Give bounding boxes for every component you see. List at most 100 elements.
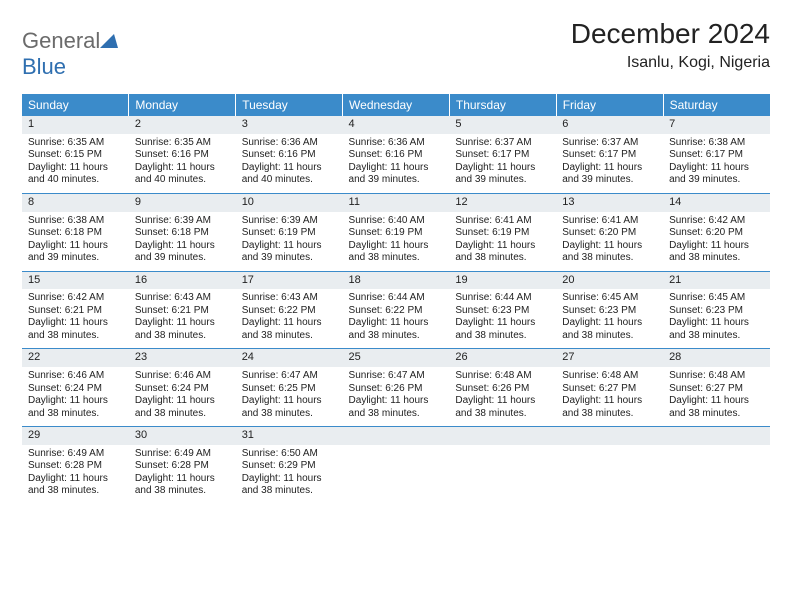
daylight-line2: and 40 minutes. [28,174,123,187]
daylight-line2: and 40 minutes. [135,174,230,187]
sunrise-line: Sunrise: 6:35 AM [28,137,123,150]
day-number: 23 [129,349,236,367]
day-body: Sunrise: 6:47 AMSunset: 6:26 PMDaylight:… [343,367,450,426]
page-header: GeneralBlue December 2024 Isanlu, Kogi, … [22,18,770,80]
sunset-line: Sunset: 6:16 PM [135,149,230,162]
daylight-line2: and 38 minutes. [28,408,123,421]
calendar-cell: 19Sunrise: 6:44 AMSunset: 6:23 PMDayligh… [449,271,556,349]
day-body: Sunrise: 6:38 AMSunset: 6:18 PMDaylight:… [22,212,129,271]
daylight-line2: and 39 minutes. [349,174,444,187]
daylight-line1: Daylight: 11 hours [669,240,764,253]
sunrise-line: Sunrise: 6:46 AM [135,370,230,383]
daylight-line2: and 38 minutes. [669,330,764,343]
sunrise-line: Sunrise: 6:47 AM [242,370,337,383]
calendar-cell: 12Sunrise: 6:41 AMSunset: 6:19 PMDayligh… [449,193,556,271]
sunset-line: Sunset: 6:26 PM [455,383,550,396]
sunrise-line: Sunrise: 6:45 AM [669,292,764,305]
daylight-line2: and 39 minutes. [669,174,764,187]
day-number: 3 [236,116,343,134]
sunrise-line: Sunrise: 6:50 AM [242,448,337,461]
calendar-cell: 17Sunrise: 6:43 AMSunset: 6:22 PMDayligh… [236,271,343,349]
day-body: Sunrise: 6:43 AMSunset: 6:22 PMDaylight:… [236,289,343,348]
daylight-line1: Daylight: 11 hours [28,317,123,330]
day-number: 22 [22,349,129,367]
day-body: Sunrise: 6:48 AMSunset: 6:26 PMDaylight:… [449,367,556,426]
day-body [556,445,663,503]
sunset-line: Sunset: 6:19 PM [455,227,550,240]
daylight-line1: Daylight: 11 hours [669,162,764,175]
day-number: 26 [449,349,556,367]
day-number: 12 [449,194,556,212]
sunrise-line: Sunrise: 6:35 AM [135,137,230,150]
daylight-line2: and 40 minutes. [242,174,337,187]
daylight-line2: and 38 minutes. [455,408,550,421]
sunrise-line: Sunrise: 6:38 AM [28,215,123,228]
daylight-line1: Daylight: 11 hours [349,162,444,175]
day-number: 29 [22,427,129,445]
sunrise-line: Sunrise: 6:48 AM [455,370,550,383]
daylight-line1: Daylight: 11 hours [669,395,764,408]
sunrise-line: Sunrise: 6:44 AM [349,292,444,305]
daylight-line1: Daylight: 11 hours [242,473,337,486]
brand-part2: Blue [22,54,66,79]
day-body: Sunrise: 6:46 AMSunset: 6:24 PMDaylight:… [22,367,129,426]
month-title: December 2024 [571,18,770,50]
day-body: Sunrise: 6:48 AMSunset: 6:27 PMDaylight:… [556,367,663,426]
day-number: 25 [343,349,450,367]
sunset-line: Sunset: 6:15 PM [28,149,123,162]
day-body: Sunrise: 6:45 AMSunset: 6:23 PMDaylight:… [556,289,663,348]
daylight-line1: Daylight: 11 hours [562,162,657,175]
daylight-line1: Daylight: 11 hours [349,395,444,408]
daylight-line2: and 38 minutes. [28,330,123,343]
sunrise-line: Sunrise: 6:39 AM [242,215,337,228]
day-number: 13 [556,194,663,212]
day-number: 16 [129,272,236,290]
daylight-line2: and 38 minutes. [28,485,123,498]
calendar-cell [556,427,663,504]
calendar-cell: 4Sunrise: 6:36 AMSunset: 6:16 PMDaylight… [343,116,450,193]
calendar-cell: 25Sunrise: 6:47 AMSunset: 6:26 PMDayligh… [343,349,450,427]
daylight-line1: Daylight: 11 hours [242,240,337,253]
sunset-line: Sunset: 6:23 PM [562,305,657,318]
day-number: 6 [556,116,663,134]
day-body [449,445,556,503]
day-body [343,445,450,503]
day-header: Saturday [663,94,770,116]
day-body: Sunrise: 6:45 AMSunset: 6:23 PMDaylight:… [663,289,770,348]
sunrise-line: Sunrise: 6:43 AM [242,292,337,305]
daylight-line1: Daylight: 11 hours [669,317,764,330]
day-number: 17 [236,272,343,290]
calendar-table: SundayMondayTuesdayWednesdayThursdayFrid… [22,94,770,504]
daylight-line1: Daylight: 11 hours [242,395,337,408]
daylight-line1: Daylight: 11 hours [135,240,230,253]
daylight-line2: and 38 minutes. [242,485,337,498]
daylight-line1: Daylight: 11 hours [349,317,444,330]
calendar-cell: 13Sunrise: 6:41 AMSunset: 6:20 PMDayligh… [556,193,663,271]
sunset-line: Sunset: 6:26 PM [349,383,444,396]
daylight-line1: Daylight: 11 hours [455,162,550,175]
sunset-line: Sunset: 6:20 PM [562,227,657,240]
daylight-line1: Daylight: 11 hours [28,473,123,486]
day-number [449,427,556,445]
sunrise-line: Sunrise: 6:46 AM [28,370,123,383]
calendar-cell [449,427,556,504]
day-body [663,445,770,503]
calendar-cell: 31Sunrise: 6:50 AMSunset: 6:29 PMDayligh… [236,427,343,504]
sunset-line: Sunset: 6:23 PM [455,305,550,318]
day-body: Sunrise: 6:49 AMSunset: 6:28 PMDaylight:… [129,445,236,504]
sunset-line: Sunset: 6:19 PM [242,227,337,240]
daylight-line2: and 38 minutes. [562,408,657,421]
calendar-cell: 16Sunrise: 6:43 AMSunset: 6:21 PMDayligh… [129,271,236,349]
calendar-row: 29Sunrise: 6:49 AMSunset: 6:28 PMDayligh… [22,427,770,504]
brand-text: GeneralBlue [22,28,118,80]
day-number: 19 [449,272,556,290]
sunrise-line: Sunrise: 6:47 AM [349,370,444,383]
day-number: 1 [22,116,129,134]
sunset-line: Sunset: 6:29 PM [242,460,337,473]
sunrise-line: Sunrise: 6:43 AM [135,292,230,305]
calendar-row: 22Sunrise: 6:46 AMSunset: 6:24 PMDayligh… [22,349,770,427]
title-block: December 2024 Isanlu, Kogi, Nigeria [571,18,770,72]
day-body: Sunrise: 6:38 AMSunset: 6:17 PMDaylight:… [663,134,770,193]
daylight-line1: Daylight: 11 hours [455,395,550,408]
day-number: 14 [663,194,770,212]
